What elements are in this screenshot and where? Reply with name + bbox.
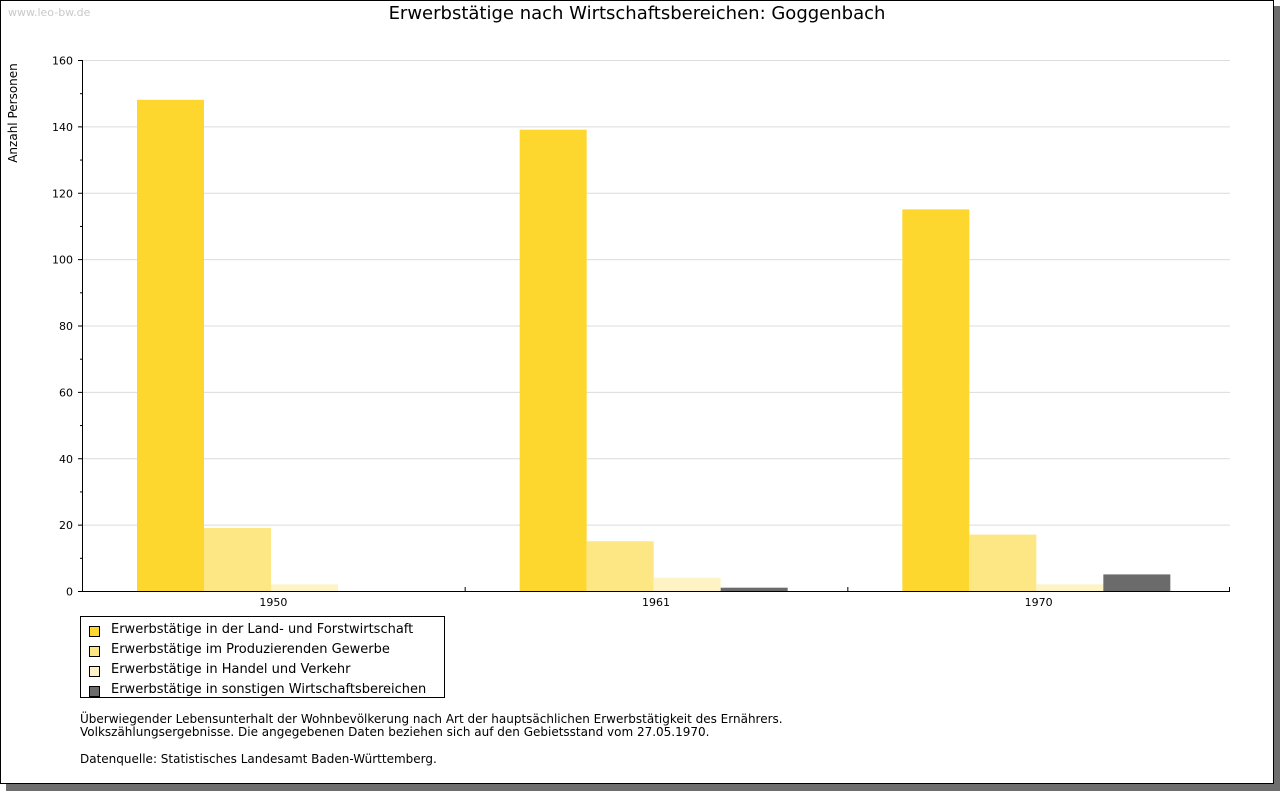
bar — [902, 209, 970, 591]
legend-label: Erwerbstätige in Handel und Verkehr — [111, 662, 351, 677]
bar — [586, 541, 654, 591]
bar — [519, 129, 587, 591]
bar — [969, 534, 1037, 591]
y-tick-label: 40 — [59, 453, 73, 466]
x-tick-label: 1950 — [259, 596, 287, 609]
legend-item: Erwerbstätige in der Land- und Forstwirt… — [81, 621, 444, 641]
note-line-1: Überwiegender Lebensunterhalt der Wohnbe… — [80, 712, 783, 726]
bar — [1036, 584, 1104, 591]
bar — [720, 587, 788, 591]
watermark: www.leo-bw.de — [8, 6, 91, 19]
bar — [1103, 574, 1171, 591]
bar — [271, 584, 338, 591]
legend-item: Erwerbstätige in sonstigen Wirtschaftsbe… — [81, 681, 444, 701]
frame-shadow-bottom — [6, 784, 1280, 791]
y-tick-label: 80 — [59, 320, 73, 333]
legend-swatch — [89, 686, 100, 697]
y-tick-label: 140 — [52, 121, 73, 134]
legend-item: Erwerbstätige in Handel und Verkehr — [81, 661, 444, 681]
legend-swatch — [89, 646, 100, 657]
y-tick-label: 60 — [59, 386, 73, 399]
x-tick-label: 1970 — [1025, 596, 1053, 609]
legend: Erwerbstätige in der Land- und Forstwirt… — [80, 616, 445, 698]
y-tick-label: 0 — [66, 586, 73, 599]
legend-swatch — [89, 666, 100, 677]
chart-title: Erwerbstätige nach Wirtschaftsbereichen:… — [388, 3, 886, 24]
bar — [204, 527, 271, 591]
note-line-2: Volkszählungsergebnisse. Die angegebenen… — [80, 725, 710, 739]
y-tick-label: 120 — [52, 187, 73, 200]
bar — [137, 99, 204, 591]
y-tick-label: 100 — [52, 254, 73, 267]
legend-label: Erwerbstätige in der Land- und Forstwirt… — [111, 622, 414, 637]
y-tick-label: 20 — [59, 519, 73, 532]
legend-label: Erwerbstätige im Produzierenden Gewerbe — [111, 642, 390, 657]
bar — [653, 577, 721, 591]
frame-shadow-right — [1274, 6, 1280, 791]
x-tick-label: 1961 — [642, 596, 670, 609]
y-tick-label: 160 — [52, 55, 73, 68]
legend-swatch — [89, 626, 100, 637]
chart-notes: Überwiegender Lebensunterhalt der Wohnbe… — [80, 713, 783, 766]
data-source: Datenquelle: Statistisches Landesamt Bad… — [80, 752, 437, 766]
legend-item: Erwerbstätige im Produzierenden Gewerbe — [81, 641, 444, 661]
legend-label: Erwerbstätige in sonstigen Wirtschaftsbe… — [111, 682, 427, 697]
